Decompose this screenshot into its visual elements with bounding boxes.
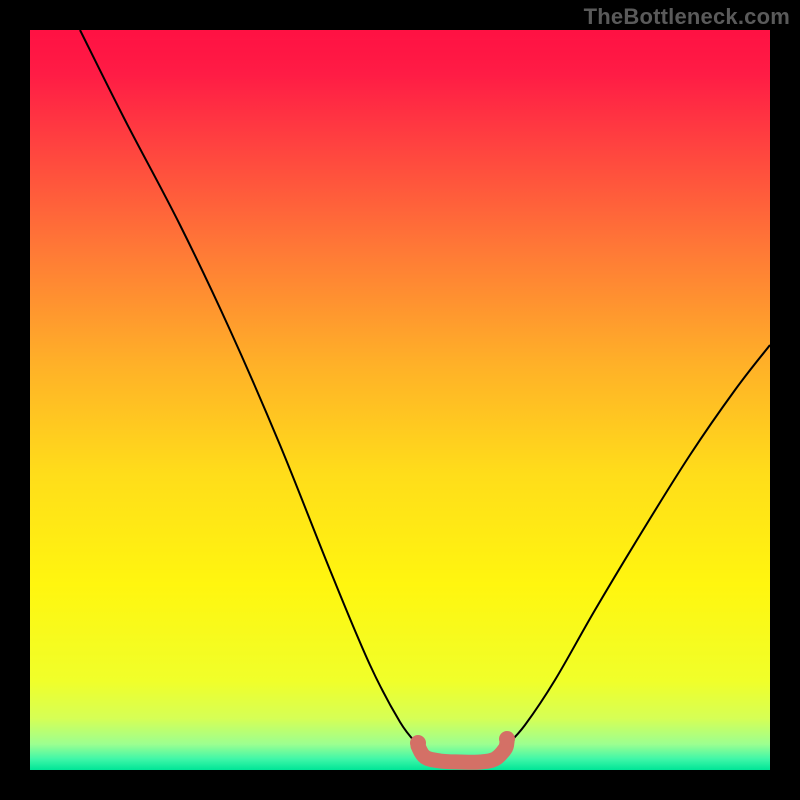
bottleneck-curve-chart: [30, 30, 770, 770]
watermark-text: TheBottleneck.com: [584, 4, 790, 30]
trough-endpoint-left: [410, 735, 426, 751]
plot-area: [30, 30, 770, 770]
trough-endpoint-right: [499, 731, 515, 747]
chart-frame: TheBottleneck.com: [0, 0, 800, 800]
gradient-background: [30, 30, 770, 770]
